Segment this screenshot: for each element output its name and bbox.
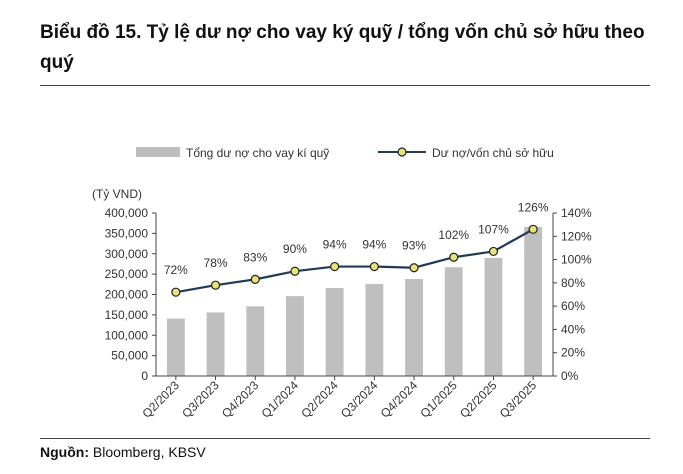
line-point <box>210 280 221 290</box>
y2-tick-label: 100% <box>561 253 592 267</box>
x-tick-label: Q2/2023 <box>140 378 183 421</box>
source-text: Bloomberg, KBSV <box>92 444 206 460</box>
y2-tick-label: 60% <box>561 299 585 313</box>
line-point <box>488 246 499 257</box>
x-axis: Q2/2023Q3/2023Q4/2023Q1/2024Q2/2024Q3/20… <box>140 375 553 421</box>
legend-bar-label: Tổng dư nợ cho vay kí quỹ <box>186 146 329 160</box>
line-point <box>250 274 260 284</box>
chart-svg: Tổng dư nợ cho vay kí quỹ Dư nợ/vốn chủ s… <box>92 146 592 421</box>
line-point <box>330 261 340 272</box>
line-point <box>409 263 419 273</box>
y-axis-right: 0% 20% 40% 60% 80% 100% 120% 140% <box>552 206 592 383</box>
data-label: 83% <box>243 250 267 264</box>
source-divider <box>40 438 650 439</box>
y2-tick-label: 0% <box>561 369 579 383</box>
x-tick-label: Q3/2024 <box>338 378 381 421</box>
legend-line-marker <box>397 147 407 157</box>
y-tick-label: 50,000 <box>111 349 148 363</box>
y-tick-label: 0 <box>141 369 148 383</box>
title-divider <box>40 85 650 86</box>
x-tick-label: Q4/2023 <box>219 378 262 421</box>
y2-tick-label: 40% <box>561 322 585 336</box>
x-tick-label: Q2/2024 <box>298 378 341 421</box>
y2-tick-label: 80% <box>561 276 585 290</box>
line-point <box>290 266 300 276</box>
x-tick-label: Q2/2025 <box>457 378 500 421</box>
y2-tick-label: 140% <box>561 206 592 220</box>
data-label: 90% <box>283 242 307 256</box>
bar <box>484 257 503 376</box>
bar <box>524 226 543 376</box>
chart-title: Biểu đồ 15. Tỷ lệ dư nợ cho vay ký quỹ /… <box>40 22 645 73</box>
y-tick-label: 300,000 <box>105 247 149 261</box>
y-tick-label: 200,000 <box>105 288 149 302</box>
bar <box>246 306 265 376</box>
source-note: Nguồn: Bloomberg, KBSV <box>40 444 206 460</box>
y2-tick-label: 120% <box>561 229 592 243</box>
y-tick-label: 250,000 <box>105 267 149 281</box>
y-tick-label: 350,000 <box>105 226 149 240</box>
bar <box>405 279 423 376</box>
data-label: 107% <box>478 222 509 236</box>
x-tick-label: Q3/2023 <box>179 378 222 421</box>
bar-series <box>166 226 543 376</box>
x-tick-label: Q4/2024 <box>378 378 421 421</box>
data-label: 93% <box>402 239 426 253</box>
bar <box>444 267 463 376</box>
bar <box>365 283 384 376</box>
x-tick-label: Q1/2025 <box>417 378 460 421</box>
data-label: 72% <box>164 263 188 277</box>
legend-bar-swatch <box>136 147 180 157</box>
bar <box>206 312 225 376</box>
y-axis-label: (Tỷ VND) <box>92 187 142 201</box>
y-tick-label: 100,000 <box>105 328 149 342</box>
y-axis-left: 0 50,000 100,000 150,000 200,000 250,000 300,0… <box>105 206 157 383</box>
x-tick-label: Q3/2025 <box>497 378 540 421</box>
y2-tick-label: 20% <box>561 346 585 360</box>
data-label: 94% <box>323 238 347 252</box>
bar <box>286 296 304 376</box>
line-point <box>369 261 379 272</box>
legend: Tổng dư nợ cho vay kí quỹ Dư nợ/vốn chủ s… <box>136 146 554 160</box>
bar <box>325 287 344 376</box>
source-label: Nguồn: <box>40 444 89 460</box>
line-point <box>528 224 538 234</box>
y-tick-label: 150,000 <box>105 308 149 322</box>
y-tick-label: 400,000 <box>105 206 149 220</box>
data-label: 78% <box>204 256 228 270</box>
x-tick-label: Q1/2024 <box>259 378 302 421</box>
data-label: 102% <box>438 228 469 242</box>
data-label: 126% <box>518 200 549 214</box>
series-line <box>175 228 534 294</box>
line-series: 72% 78% 83% 90% 94% 94% 93% 102% 107% 126% <box>164 200 549 297</box>
bar <box>166 318 185 376</box>
line-point <box>171 287 181 297</box>
data-label: 94% <box>362 238 386 252</box>
legend-line-label: Dư nợ/vốn chủ sở hữu <box>432 146 554 160</box>
line-point <box>449 252 459 262</box>
